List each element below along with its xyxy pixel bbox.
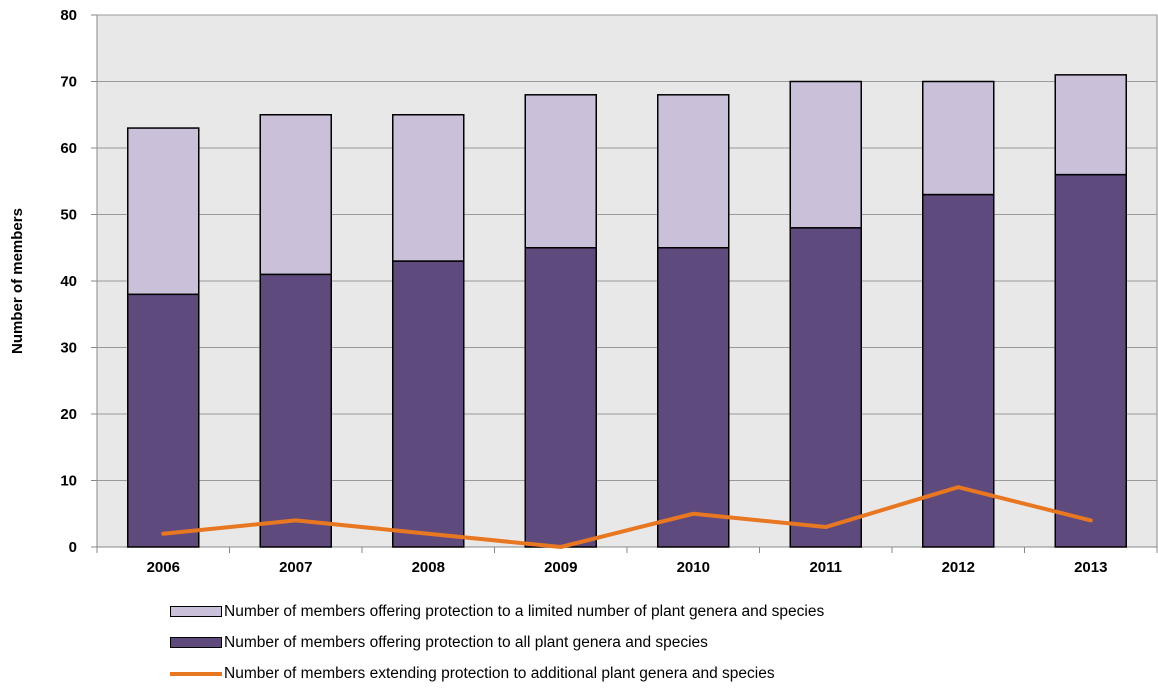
legend-swatch-all — [170, 637, 222, 648]
x-tick-label: 2013 — [1074, 559, 1107, 576]
y-tick-label: 30 — [60, 340, 77, 357]
bar-segment — [259, 273, 332, 548]
bar-segment — [1054, 173, 1127, 548]
legend-item-additional: Number of members extending protection t… — [170, 658, 824, 689]
bar-segment — [127, 127, 200, 296]
y-tick-label: 20 — [60, 406, 77, 423]
bar-segment — [789, 227, 862, 548]
bar-segment — [524, 94, 597, 249]
x-tick-label: 2012 — [942, 559, 975, 576]
y-tick-label: 0 — [69, 539, 77, 556]
bar-segment — [657, 247, 730, 548]
bar-segment — [1054, 74, 1127, 176]
bar-segment — [524, 247, 597, 548]
x-tick-label: 2006 — [147, 559, 180, 576]
legend-item-all: Number of members offering protection to… — [170, 627, 824, 658]
legend: Number of members offering protection to… — [170, 596, 824, 689]
y-tick-label: 40 — [60, 273, 77, 290]
x-tick-label: 2009 — [544, 559, 577, 576]
x-tick-label: 2007 — [279, 559, 312, 576]
bar-segment — [922, 80, 995, 196]
line-series-path — [161, 485, 1093, 549]
bar-segment — [127, 293, 200, 548]
y-tick-label: 10 — [60, 473, 77, 490]
x-tick-label: 2010 — [677, 559, 710, 576]
x-tick-label: 2011 — [809, 559, 842, 576]
bar-segment — [657, 94, 730, 249]
legend-item-limited: Number of members offering protection to… — [170, 596, 824, 627]
y-tick-label: 60 — [60, 140, 77, 157]
y-axis-label: Number of members — [9, 208, 26, 354]
legend-swatch-limited — [170, 606, 222, 617]
x-axis-ticks: 2006 2007 2008 2009 2010 2011 2012 2013 — [96, 547, 1158, 576]
legend-label-all: Number of members offering protection to… — [224, 633, 708, 651]
legend-label-additional: Number of members extending protection t… — [224, 664, 775, 682]
legend-swatch-additional — [170, 671, 222, 676]
y-tick-label: 50 — [60, 207, 77, 224]
y-tick-label: 80 — [60, 7, 77, 24]
y-axis-ticks: 0 10 20 30 40 50 60 70 80 — [60, 7, 97, 556]
bar-segment — [392, 114, 465, 262]
line-series — [161, 485, 1093, 549]
bar-segment — [789, 80, 862, 229]
bars — [127, 74, 1127, 548]
y-tick-label: 70 — [60, 74, 77, 91]
bar-segment — [392, 260, 465, 548]
bar-segment — [259, 114, 332, 276]
legend-label-limited: Number of members offering protection to… — [224, 602, 825, 620]
x-tick-label: 2008 — [412, 559, 445, 576]
